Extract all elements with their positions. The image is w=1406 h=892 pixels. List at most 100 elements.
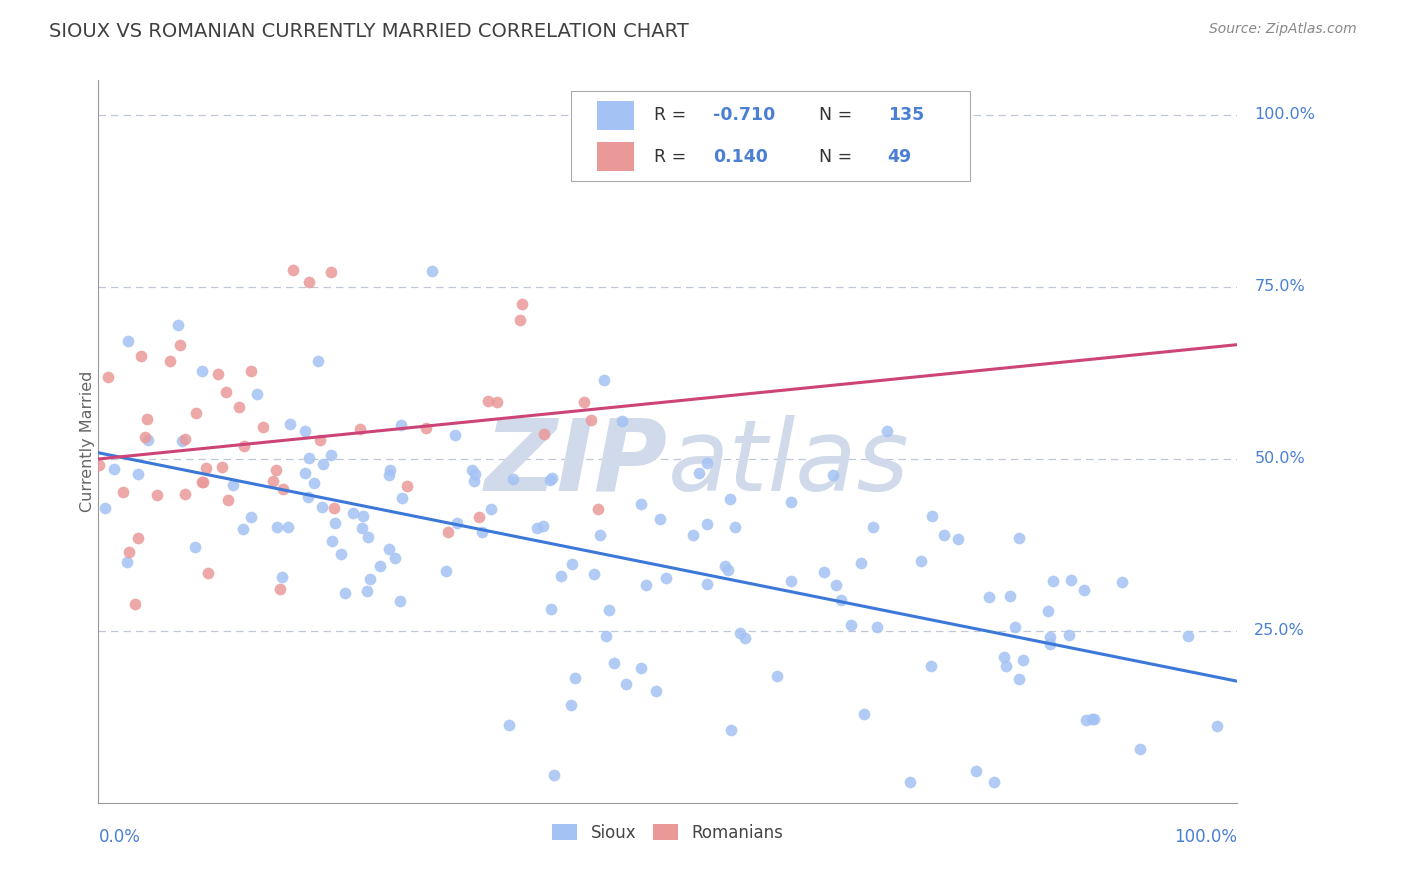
- Point: [211, 459, 233, 474]
- Point: [825, 577, 848, 591]
- Point: [862, 520, 884, 534]
- Point: [1111, 575, 1133, 590]
- Text: 50.0%: 50.0%: [1254, 451, 1305, 467]
- Point: [572, 394, 595, 409]
- Point: [977, 591, 1000, 605]
- Point: [240, 364, 263, 378]
- Point: [464, 467, 486, 481]
- Point: [830, 592, 852, 607]
- Point: [468, 510, 491, 524]
- Point: [94, 500, 117, 515]
- Point: [839, 618, 862, 632]
- Point: [1042, 574, 1064, 588]
- Point: [541, 471, 564, 485]
- Point: [444, 428, 467, 442]
- Point: [581, 413, 603, 427]
- Point: [184, 540, 207, 554]
- Point: [342, 506, 364, 520]
- Point: [540, 473, 562, 487]
- Point: [124, 598, 146, 612]
- Point: [127, 531, 149, 545]
- Point: [335, 585, 357, 599]
- Point: [446, 516, 468, 530]
- Point: [283, 262, 305, 277]
- Point: [252, 420, 274, 434]
- Point: [560, 698, 582, 713]
- Point: [117, 555, 139, 569]
- Point: [349, 422, 371, 436]
- Point: [278, 417, 301, 431]
- Point: [131, 349, 153, 363]
- Point: [232, 522, 254, 536]
- Point: [586, 501, 609, 516]
- Point: [724, 519, 747, 533]
- Point: [368, 558, 391, 573]
- Point: [136, 434, 159, 448]
- Text: 100.0%: 100.0%: [1174, 828, 1237, 847]
- Text: 135: 135: [887, 106, 924, 124]
- Point: [718, 491, 741, 506]
- Point: [779, 574, 801, 588]
- Point: [311, 500, 333, 515]
- Point: [993, 649, 1015, 664]
- Point: [377, 467, 399, 482]
- Point: [1012, 653, 1035, 667]
- Point: [994, 659, 1017, 673]
- Text: 0.0%: 0.0%: [98, 828, 141, 847]
- Point: [498, 718, 520, 732]
- Point: [543, 768, 565, 782]
- Point: [97, 369, 120, 384]
- Point: [232, 439, 254, 453]
- Point: [1036, 604, 1059, 618]
- Point: [262, 475, 284, 489]
- Point: [329, 547, 352, 561]
- Point: [321, 448, 343, 462]
- Point: [696, 457, 718, 471]
- Point: [359, 572, 381, 586]
- Point: [1177, 630, 1199, 644]
- Point: [463, 474, 485, 488]
- Point: [312, 457, 335, 471]
- Point: [910, 554, 932, 568]
- Point: [1074, 713, 1097, 727]
- Point: [215, 385, 238, 400]
- Point: [352, 521, 374, 535]
- Point: [103, 461, 125, 475]
- Point: [356, 583, 378, 598]
- Point: [117, 334, 139, 349]
- Point: [217, 492, 239, 507]
- Point: [561, 557, 583, 571]
- Point: [717, 563, 740, 577]
- Point: [853, 706, 876, 721]
- Point: [389, 418, 412, 433]
- Point: [294, 424, 316, 438]
- Point: [728, 625, 751, 640]
- Point: [352, 509, 374, 524]
- Point: [193, 475, 215, 490]
- Text: N =: N =: [808, 148, 858, 166]
- Point: [319, 265, 342, 279]
- Point: [304, 475, 326, 490]
- Point: [271, 570, 294, 584]
- Point: [866, 620, 889, 634]
- Text: 0.140: 0.140: [713, 148, 768, 166]
- Point: [191, 475, 214, 489]
- Point: [477, 394, 499, 409]
- Point: [378, 541, 401, 556]
- Point: [526, 521, 548, 535]
- Point: [589, 528, 612, 542]
- Point: [502, 472, 524, 486]
- Point: [1004, 620, 1026, 634]
- Point: [948, 533, 970, 547]
- Point: [1081, 713, 1104, 727]
- Point: [766, 669, 789, 683]
- Point: [1038, 638, 1060, 652]
- Point: [688, 466, 710, 480]
- Point: [920, 658, 942, 673]
- Point: [195, 460, 218, 475]
- Point: [612, 414, 634, 428]
- Point: [1060, 573, 1083, 587]
- Point: [388, 594, 411, 608]
- Point: [1038, 630, 1060, 644]
- Point: [309, 433, 332, 447]
